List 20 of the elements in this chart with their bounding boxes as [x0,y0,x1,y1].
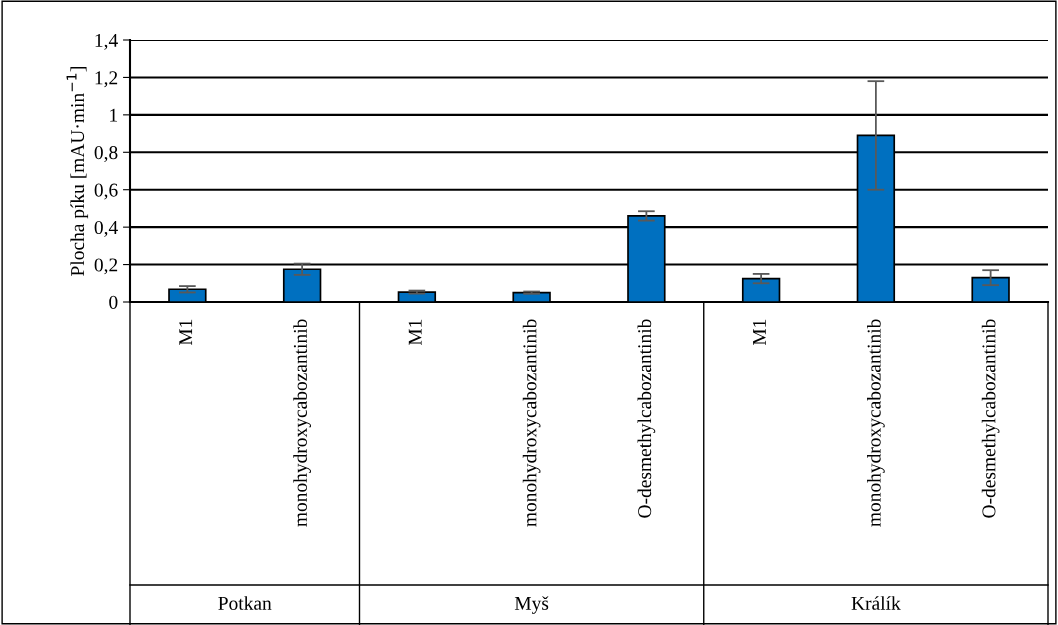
text: Králík [851,596,901,610]
y-tick-label: 0,6 [94,183,118,200]
y-tick-label: 0,8 [94,146,118,163]
x-tick-label: M1 [179,319,193,346]
x-tick-label: monohydroxycabozantinib [867,319,885,527]
y-axis-title: Plocha píku [mAU·min$^{−1}$] [66,67,89,276]
y-tick-label: 0,2 [94,258,118,275]
x-tick-label: monohydroxycabozantinib [522,319,541,527]
y-tick-label: 1,2 [95,71,118,88]
x-tick-label: monohydroxycabozantinib [293,319,311,527]
y-tick-label: 1 [110,108,118,122]
x-tick-label: O-desmethylcabozantinib [981,319,1000,518]
y-tick-label: 0 [109,295,118,309]
y-tick-label: 1,4 [95,33,118,50]
y-tick-label: 0,4 [94,220,118,237]
text: Myš [514,596,549,614]
x-tick-label: M1 [408,319,422,346]
x-tick-label: O-desmethylcabozantinib [637,319,656,518]
x-tick-label: M1 [752,319,766,346]
text: Potkan [218,596,272,610]
